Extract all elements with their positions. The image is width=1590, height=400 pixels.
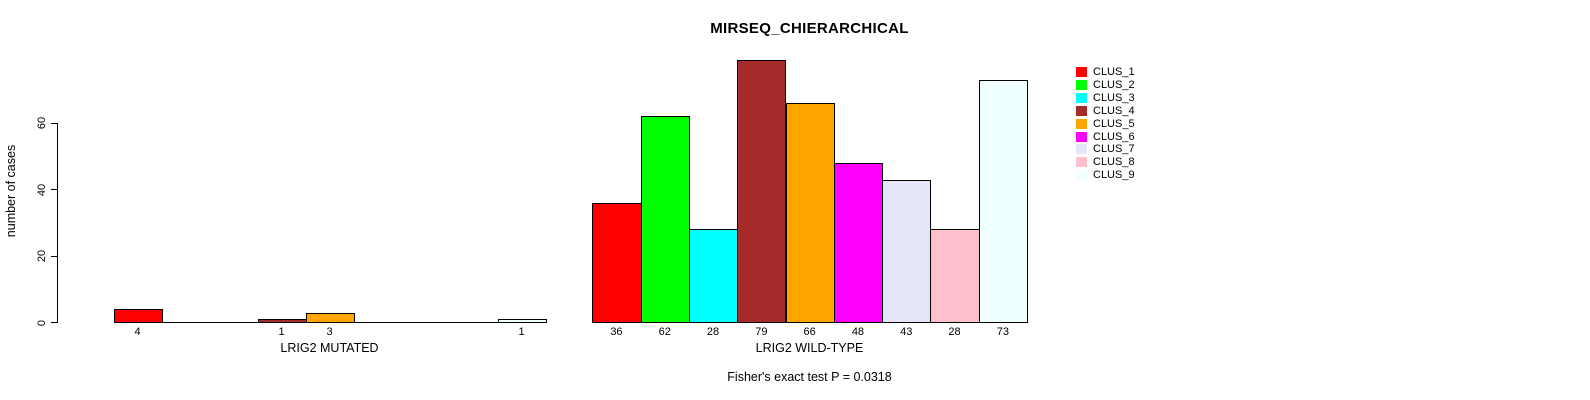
legend-item: CLUS_9	[1076, 169, 1135, 182]
bar-value-label: 4	[134, 326, 141, 338]
bar-clus_7	[882, 179, 932, 324]
legend-label: CLUS_8	[1093, 156, 1135, 169]
bar-value-label: 73	[996, 326, 1009, 338]
chart-title: MIRSEQ_CHIERARCHICAL	[710, 20, 909, 37]
legend-item: CLUS_2	[1076, 79, 1135, 92]
legend-item: CLUS_8	[1076, 156, 1135, 169]
bar-value-label: 62	[658, 326, 671, 338]
bar-clus_8	[930, 229, 980, 324]
legend-label: CLUS_9	[1093, 169, 1135, 182]
bar-clus_5	[305, 312, 355, 324]
legend-swatch-clus_6	[1076, 131, 1087, 142]
legend-label: CLUS_2	[1093, 79, 1135, 92]
legend-item: CLUS_1	[1076, 66, 1135, 79]
bar-clus_3	[688, 229, 739, 324]
legend-label: CLUS_1	[1093, 66, 1135, 79]
legend-swatch-clus_4	[1076, 105, 1087, 116]
y-axis-tick	[50, 122, 58, 124]
legend-item: CLUS_4	[1076, 105, 1135, 118]
bar-clus_1	[113, 309, 163, 324]
bar-clus_1	[592, 202, 642, 324]
bar-clus_2	[640, 116, 690, 324]
bar-value-label: 36	[610, 326, 623, 338]
y-axis-tick	[50, 189, 58, 190]
fisher-test-annotation: Fisher's exact test P = 0.0318	[727, 370, 892, 384]
legend-label: CLUS_6	[1093, 130, 1135, 143]
bar-value-label: 3	[326, 326, 333, 338]
y-axis-tick-label: 0	[36, 319, 48, 326]
bar-clus_9	[978, 79, 1028, 324]
legend-swatch-clus_8	[1076, 157, 1087, 168]
bar-value-label: 48	[851, 326, 865, 338]
legend-label: CLUS_3	[1093, 92, 1135, 105]
legend-swatch-clus_7	[1076, 144, 1087, 155]
bar-clus_9	[497, 319, 547, 324]
y-axis-tick-label: 40	[36, 183, 48, 196]
bar-clus_6	[833, 162, 884, 324]
legend-label: CLUS_7	[1093, 143, 1135, 156]
y-axis-tick-label: 20	[36, 249, 48, 263]
legend-label: CLUS_5	[1093, 117, 1135, 130]
legend-swatch-clus_5	[1076, 118, 1087, 129]
bar-value-label: 28	[706, 326, 720, 338]
bar-clus_5	[785, 103, 835, 324]
legend-swatch-clus_2	[1076, 80, 1087, 91]
bar-value-label: 43	[900, 326, 913, 338]
legend-item: CLUS_7	[1076, 143, 1135, 156]
legend-item: CLUS_5	[1076, 117, 1135, 130]
bar-value-label: 28	[948, 326, 961, 338]
x-axis-group-label-wildtype: LRIG2 WILD-TYPE	[755, 341, 864, 355]
bar-value-label: 1	[518, 326, 525, 338]
legend-swatch-clus_1	[1076, 67, 1087, 78]
legend-label: CLUS_4	[1093, 104, 1135, 117]
y-axis-label: number of cases	[4, 144, 18, 238]
y-axis-tick	[50, 255, 58, 257]
bar-clus_4	[737, 59, 787, 324]
bar-value-label: 1	[278, 326, 285, 338]
legend: CLUS_1 CLUS_2 CLUS_3 CLUS_4 CLUS_5 CLUS_6 CLUS…	[1076, 66, 1135, 182]
y-axis-tick-label: 60	[36, 116, 48, 130]
bar-clus_4	[257, 319, 307, 324]
bar-value-label: 66	[803, 326, 816, 338]
legend-item: CLUS_6	[1076, 130, 1135, 143]
legend-swatch-clus_3	[1076, 93, 1087, 104]
x-axis-group-label-mutated: LRIG2 MUTATED	[280, 341, 379, 355]
legend-swatch-clus_9	[1076, 170, 1087, 181]
y-axis-tick	[50, 322, 58, 323]
legend-item: CLUS_3	[1076, 92, 1135, 105]
y-axis-line	[57, 123, 58, 323]
bar-value-label: 79	[755, 326, 768, 338]
